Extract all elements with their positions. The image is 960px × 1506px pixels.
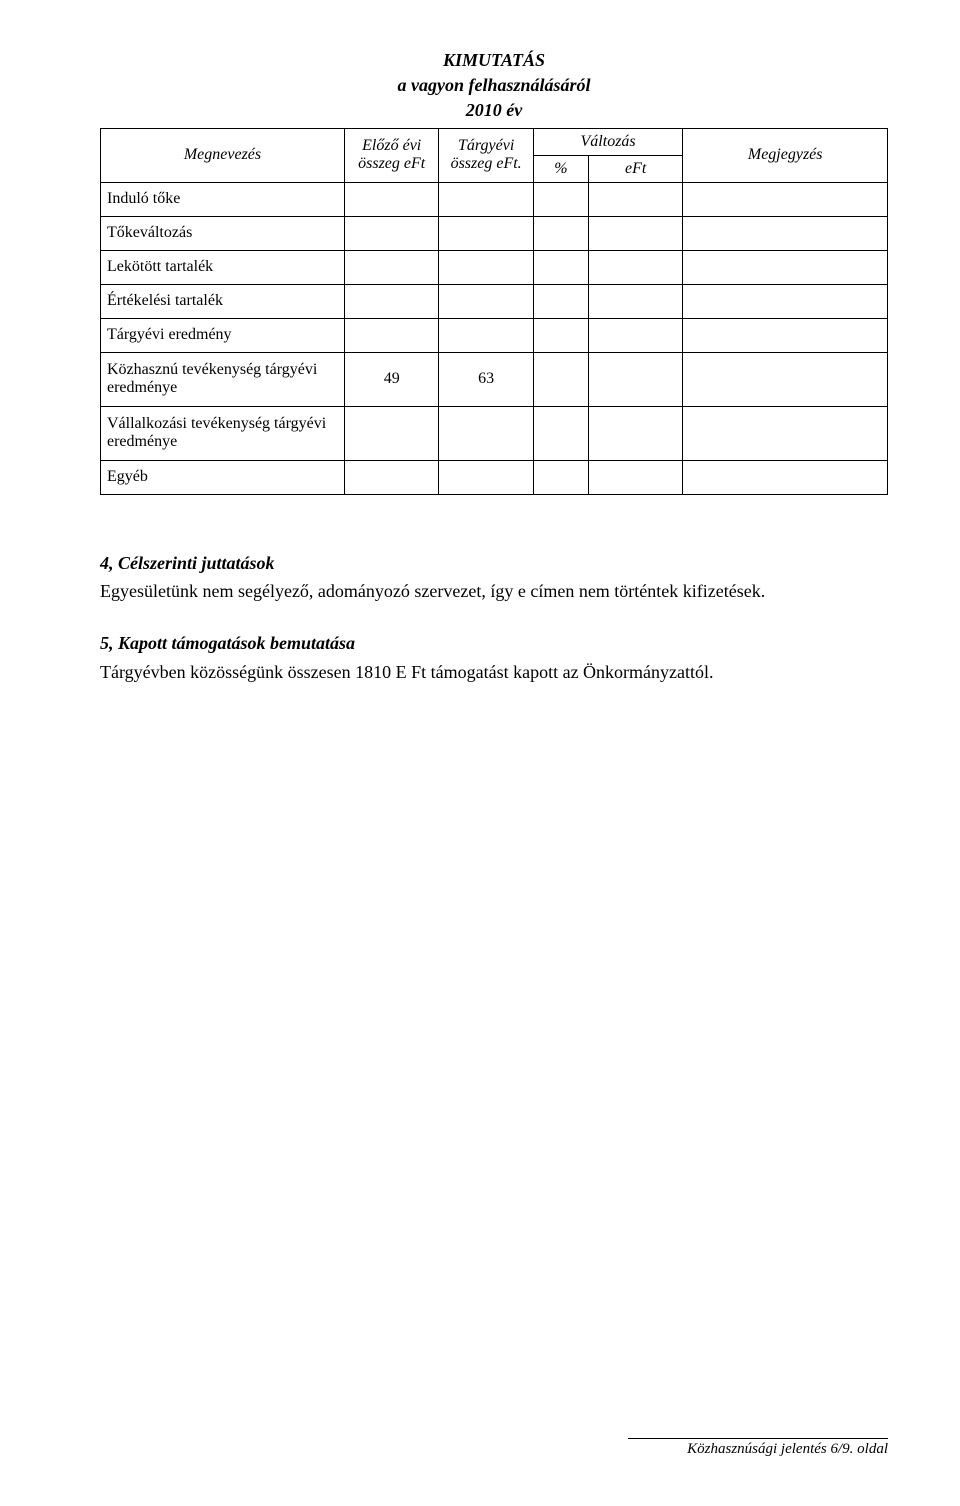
- cell-pct: [533, 182, 588, 216]
- cell-eft: [588, 216, 682, 250]
- cell-eft: [588, 284, 682, 318]
- cell-note: [683, 318, 888, 352]
- footer-text: Közhasznúsági jelentés 6/9. oldal: [687, 1441, 888, 1457]
- cell-note: [683, 352, 888, 406]
- table-row: Induló tőke: [101, 182, 888, 216]
- cell-note: [683, 216, 888, 250]
- cell-eft: [588, 318, 682, 352]
- section4-text: Egyesületünk nem segélyező, adományozó s…: [100, 579, 888, 603]
- section5-text: Tárgyévben közösségünk összesen 1810 E F…: [100, 660, 888, 684]
- cell-eft: [588, 352, 682, 406]
- cell-curr: [439, 460, 533, 494]
- footer-rule: [628, 1438, 888, 1439]
- cell-prev: [344, 406, 438, 460]
- table-row: Közhasznú tevékenység tárgyévi eredménye…: [101, 352, 888, 406]
- cell-note: [683, 250, 888, 284]
- cell-pct: [533, 250, 588, 284]
- cell-name: Egyéb: [101, 460, 345, 494]
- cell-note: [683, 406, 888, 460]
- table-row: Egyéb: [101, 460, 888, 494]
- cell-prev: [344, 182, 438, 216]
- cell-prev: [344, 216, 438, 250]
- cell-eft: [588, 460, 682, 494]
- cell-note: [683, 182, 888, 216]
- section5-heading: 5, Kapott támogatások bemutatása: [100, 631, 888, 655]
- cell-prev: 49: [344, 352, 438, 406]
- cell-curr: [439, 182, 533, 216]
- body-text: 4, Célszerinti juttatások Egyesületünk n…: [100, 551, 888, 684]
- cell-pct: [533, 406, 588, 460]
- col-header-note: Megjegyzés: [683, 128, 888, 182]
- cell-curr: 63: [439, 352, 533, 406]
- title-line3: 2010 év: [100, 98, 888, 123]
- asset-usage-table: Megnevezés Előző évi összeg eFt Tárgyévi…: [100, 128, 888, 495]
- cell-pct: [533, 284, 588, 318]
- cell-pct: [533, 318, 588, 352]
- cell-eft: [588, 182, 682, 216]
- col-header-change: Változás: [533, 128, 683, 155]
- cell-name: Vállalkozási tevékenység tárgyévi eredmé…: [101, 406, 345, 460]
- table-row: Értékelési tartalék: [101, 284, 888, 318]
- cell-prev: [344, 460, 438, 494]
- cell-name: Lekötött tartalék: [101, 250, 345, 284]
- col-header-prev: Előző évi összeg eFt: [344, 128, 438, 182]
- cell-pct: [533, 460, 588, 494]
- table-row: Tőkeváltozás: [101, 216, 888, 250]
- cell-eft: [588, 250, 682, 284]
- section4-heading: 4, Célszerinti juttatások: [100, 551, 888, 575]
- cell-curr: [439, 284, 533, 318]
- cell-name: Induló tőke: [101, 182, 345, 216]
- title-line1: KIMUTATÁS: [100, 48, 888, 73]
- col-header-curr: Tárgyévi összeg eFt.: [439, 128, 533, 182]
- cell-prev: [344, 284, 438, 318]
- cell-name: Közhasznú tevékenység tárgyévi eredménye: [101, 352, 345, 406]
- cell-name: Tőkeváltozás: [101, 216, 345, 250]
- title-line2: a vagyon felhasználásáról: [100, 73, 888, 98]
- table-row: Tárgyévi eredmény: [101, 318, 888, 352]
- cell-curr: [439, 318, 533, 352]
- cell-pct: [533, 216, 588, 250]
- cell-curr: [439, 406, 533, 460]
- table-row: Lekötött tartalék: [101, 250, 888, 284]
- cell-note: [683, 284, 888, 318]
- cell-prev: [344, 250, 438, 284]
- col-header-pct: %: [533, 155, 588, 182]
- cell-curr: [439, 250, 533, 284]
- col-header-eft: eFt: [588, 155, 682, 182]
- document-title: KIMUTATÁS a vagyon felhasználásáról 2010…: [100, 48, 888, 124]
- table-row: Vállalkozási tevékenység tárgyévi eredmé…: [101, 406, 888, 460]
- cell-curr: [439, 216, 533, 250]
- col-header-name: Megnevezés: [101, 128, 345, 182]
- cell-name: Értékelési tartalék: [101, 284, 345, 318]
- cell-name: Tárgyévi eredmény: [101, 318, 345, 352]
- cell-eft: [588, 406, 682, 460]
- cell-note: [683, 460, 888, 494]
- cell-pct: [533, 352, 588, 406]
- cell-prev: [344, 318, 438, 352]
- page-footer: Közhasznúsági jelentés 6/9. oldal: [628, 1438, 888, 1458]
